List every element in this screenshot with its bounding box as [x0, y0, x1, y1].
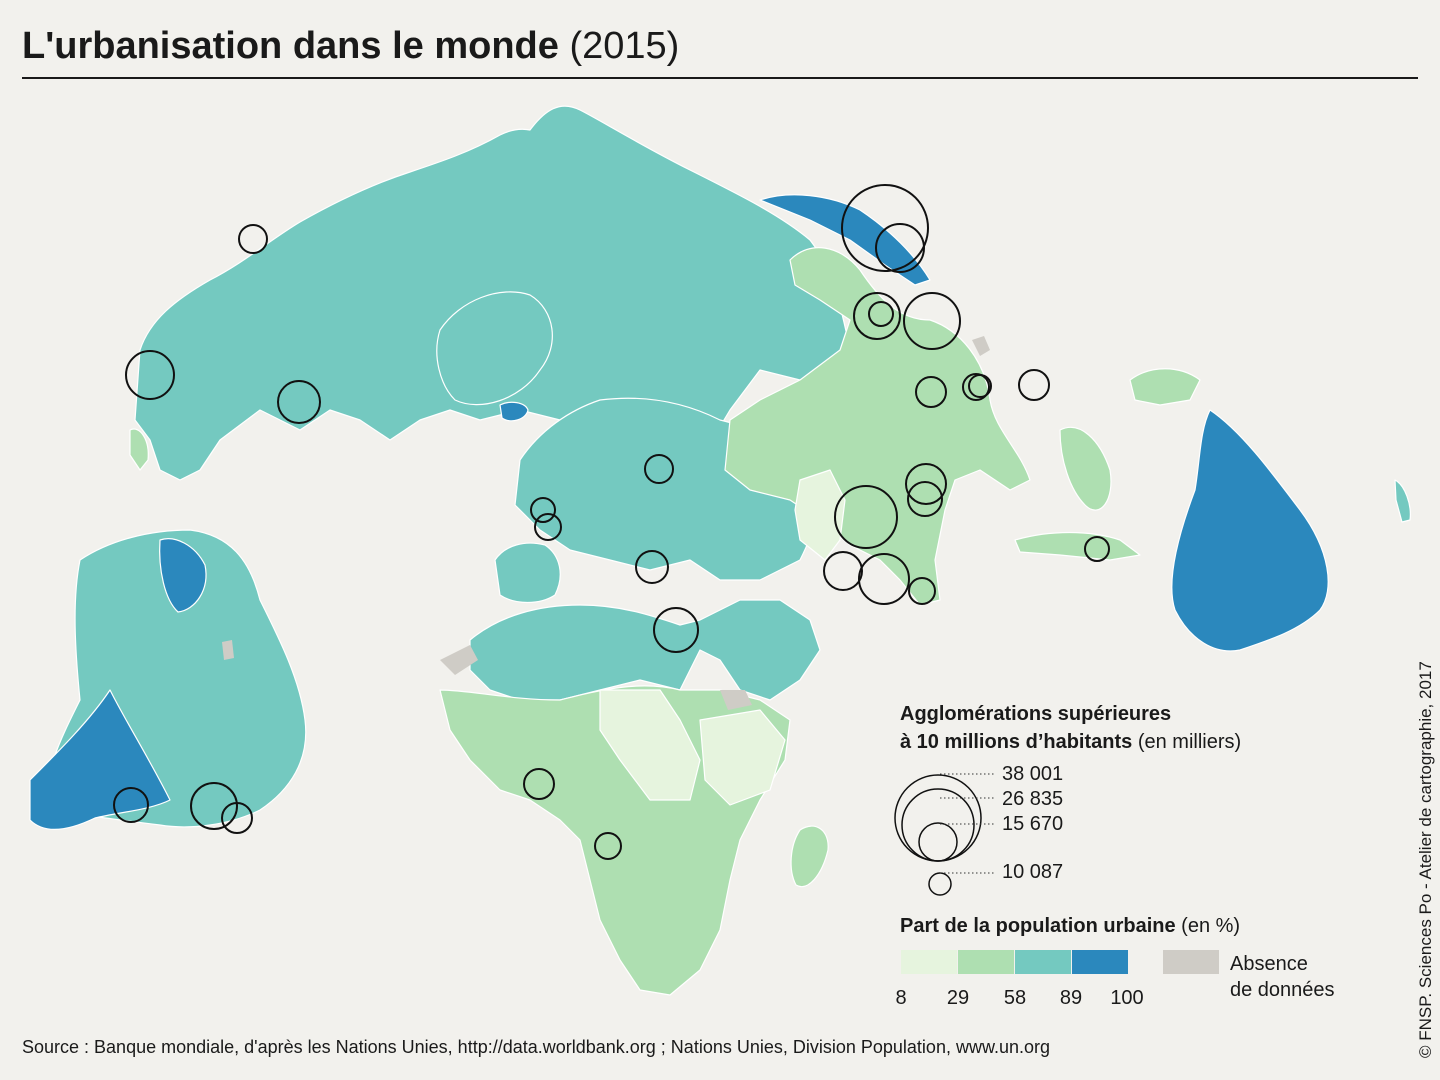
- circle-legend-title: Agglomérations supérieures à 10 millions…: [900, 700, 1241, 756]
- agglomeration-circle: [962, 373, 990, 401]
- agglomeration-circle: [1084, 536, 1110, 562]
- agglomeration-circles: [113, 184, 1110, 860]
- legend-no-data-label: Absence de données: [1230, 951, 1335, 1003]
- region-venezuela: [159, 538, 207, 613]
- agglomeration-circle: [968, 374, 992, 398]
- region-southern-cone: [29, 689, 171, 830]
- urban-legend-title-unit: (en %): [1181, 915, 1241, 937]
- agglomeration-circle: [635, 550, 669, 584]
- region-sub-saharan-africa: [439, 685, 791, 996]
- region-north-africa: [469, 599, 821, 701]
- agglomeration-circle: [238, 224, 268, 254]
- legend-break-89: 89: [1059, 987, 1083, 1009]
- agglomeration-circle: [823, 551, 863, 591]
- legend-break-8: 8: [895, 987, 907, 1009]
- region-western-europe: [494, 542, 561, 604]
- region-indonesia: [1014, 531, 1141, 561]
- title-rule: [22, 77, 1418, 79]
- legend-swatch-29-58: [958, 950, 1014, 974]
- region-southeast-asia: [1059, 426, 1112, 511]
- credit-note: © FNSP. Sciences Po - Atelier de cartogr…: [1416, 661, 1435, 1058]
- agglomeration-circle: [594, 832, 622, 860]
- no-data-areas: [222, 336, 990, 710]
- circle-legend-unit: (en milliers): [1137, 731, 1242, 753]
- no-data-line1: Absence: [1230, 953, 1308, 975]
- land-masses: [29, 105, 1411, 996]
- region-central-africa-low: [599, 689, 701, 801]
- region-japan-strip: [759, 194, 931, 286]
- agglomeration-circle: [875, 223, 925, 273]
- region-central-america: [129, 428, 149, 471]
- map-title-year: (2015): [569, 25, 680, 67]
- agglomeration-circle: [868, 301, 894, 327]
- no-data-western-sahara: [440, 645, 478, 675]
- source-note: Source : Banque mondiale, d'après les Na…: [22, 1037, 1050, 1057]
- legend-swatch-58-89: [1015, 950, 1071, 974]
- map-title: L'urbanisation dans le monde (2015): [22, 20, 679, 72]
- agglomeration-circle: [534, 513, 562, 541]
- circle-value-38001: 38 001: [1002, 763, 1064, 785]
- legend-break-29: 29: [946, 987, 970, 1009]
- no-data-north-korea: [972, 336, 990, 356]
- agglomeration-circle: [523, 768, 555, 800]
- agglomeration-circle: [1018, 369, 1050, 401]
- no-data-line2: de données: [1230, 979, 1335, 1001]
- region-iceland: [499, 401, 529, 422]
- legend-break-58: 58: [1003, 987, 1027, 1009]
- legend-circle-10087: [928, 872, 952, 896]
- circle-legend-title-line1: Agglomérations supérieures: [900, 703, 1172, 725]
- circle-value-10087: 10 087: [1002, 861, 1064, 883]
- agglomeration-circle: [277, 380, 321, 424]
- circle-size-legend: [894, 774, 982, 896]
- legend-circle-15670: [918, 822, 958, 862]
- agglomeration-circle: [221, 802, 253, 834]
- no-data-somalia: [720, 690, 752, 710]
- circle-legend-title-line2: à 10 millions d’habitants: [900, 731, 1133, 753]
- agglomeration-circle: [190, 782, 238, 830]
- agglomeration-circle: [113, 787, 149, 823]
- legend-circle-38001: [894, 774, 982, 862]
- legend-swatch-89-100: [1072, 950, 1128, 974]
- urban-legend-title: Part de la population urbaine (en %): [900, 912, 1240, 940]
- agglomeration-circle: [858, 553, 910, 605]
- agglomeration-circle: [903, 292, 961, 350]
- legend-swatch-no-data: [1163, 950, 1219, 974]
- region-east-africa-low: [699, 709, 786, 806]
- region-south-asia-low: [794, 469, 846, 561]
- agglomeration-circle: [907, 481, 943, 517]
- circle-value-26835: 26 835: [1002, 788, 1064, 810]
- agglomeration-circle: [834, 485, 898, 549]
- region-madagascar: [790, 825, 829, 888]
- agglomeration-circle: [853, 292, 901, 340]
- agglomeration-circle: [125, 350, 175, 400]
- agglomeration-circle: [653, 607, 699, 653]
- urban-legend-title-bold: Part de la population urbaine: [900, 915, 1176, 937]
- agglomeration-circle: [530, 497, 556, 523]
- agglomeration-circle: [908, 577, 936, 605]
- legend-break-100: 100: [1110, 987, 1144, 1009]
- legend-swatch-8-29: [901, 950, 957, 974]
- legend-circle-26835: [901, 788, 975, 862]
- map-title-main: L'urbanisation dans le monde: [22, 25, 559, 67]
- region-greenland: [436, 291, 553, 406]
- region-philippines: [1129, 368, 1201, 406]
- region-new-zealand: [1394, 479, 1411, 523]
- agglomeration-circle: [841, 184, 929, 272]
- region-australia: [1171, 409, 1329, 652]
- circle-legend-leaders: [940, 773, 994, 874]
- no-data-guiana: [222, 640, 234, 660]
- circle-value-15670: 15 670: [1002, 813, 1064, 835]
- agglomeration-circle: [905, 463, 947, 505]
- agglomeration-circle: [915, 376, 947, 408]
- agglomeration-circle: [644, 454, 674, 484]
